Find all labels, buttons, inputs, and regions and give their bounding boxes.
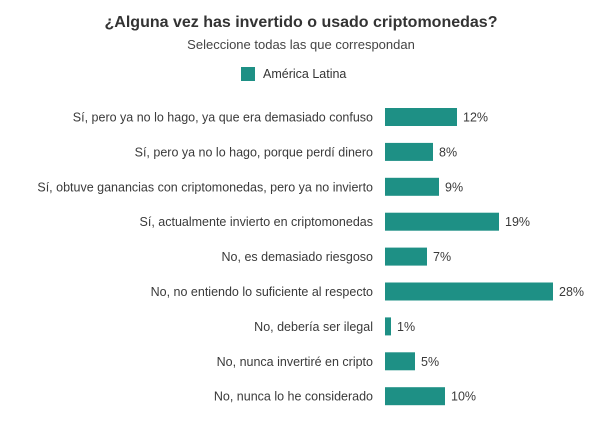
bar [385, 282, 553, 301]
value-label: 5% [421, 355, 439, 369]
category-label: Sí, pero ya no lo hago, ya que era demas… [73, 111, 373, 125]
bar [385, 247, 427, 266]
legend-label: América Latina [263, 67, 347, 81]
bar [385, 108, 457, 126]
legend: América Latina [241, 66, 346, 82]
legend-swatch [241, 67, 255, 81]
bar [385, 177, 439, 196]
category-label: No, no entiendo lo suficiente al respect… [151, 285, 373, 299]
bar [385, 317, 391, 336]
bar [385, 352, 415, 371]
chart-subtitle: Seleccione todas las que correspondan [187, 37, 415, 52]
value-label: 9% [445, 180, 463, 194]
category-label: Sí, obtuve ganancias con criptomonedas, … [37, 180, 373, 194]
value-label: 7% [433, 250, 451, 264]
category-label: No, nunca lo he considerado [214, 390, 373, 404]
bar [385, 387, 445, 406]
category-label: No, nunca invertiré en cripto [217, 355, 373, 369]
category-label: No, debería ser ilegal [254, 320, 373, 334]
value-label: 8% [439, 145, 457, 159]
value-label: 28% [559, 285, 584, 299]
chart-title: ¿Alguna vez has invertido o usado cripto… [104, 14, 498, 31]
category-label: Sí, actualmente invierto en criptomoneda… [140, 215, 373, 229]
value-label: 10% [451, 390, 476, 404]
category-label: Sí, pero ya no lo hago, porque perdí din… [135, 145, 373, 159]
bar [385, 212, 499, 231]
value-label: 1% [397, 320, 415, 334]
value-label: 19% [505, 215, 530, 229]
category-label: No, es demasiado riesgoso [222, 250, 374, 264]
value-label: 12% [463, 111, 488, 125]
bar [385, 142, 433, 161]
